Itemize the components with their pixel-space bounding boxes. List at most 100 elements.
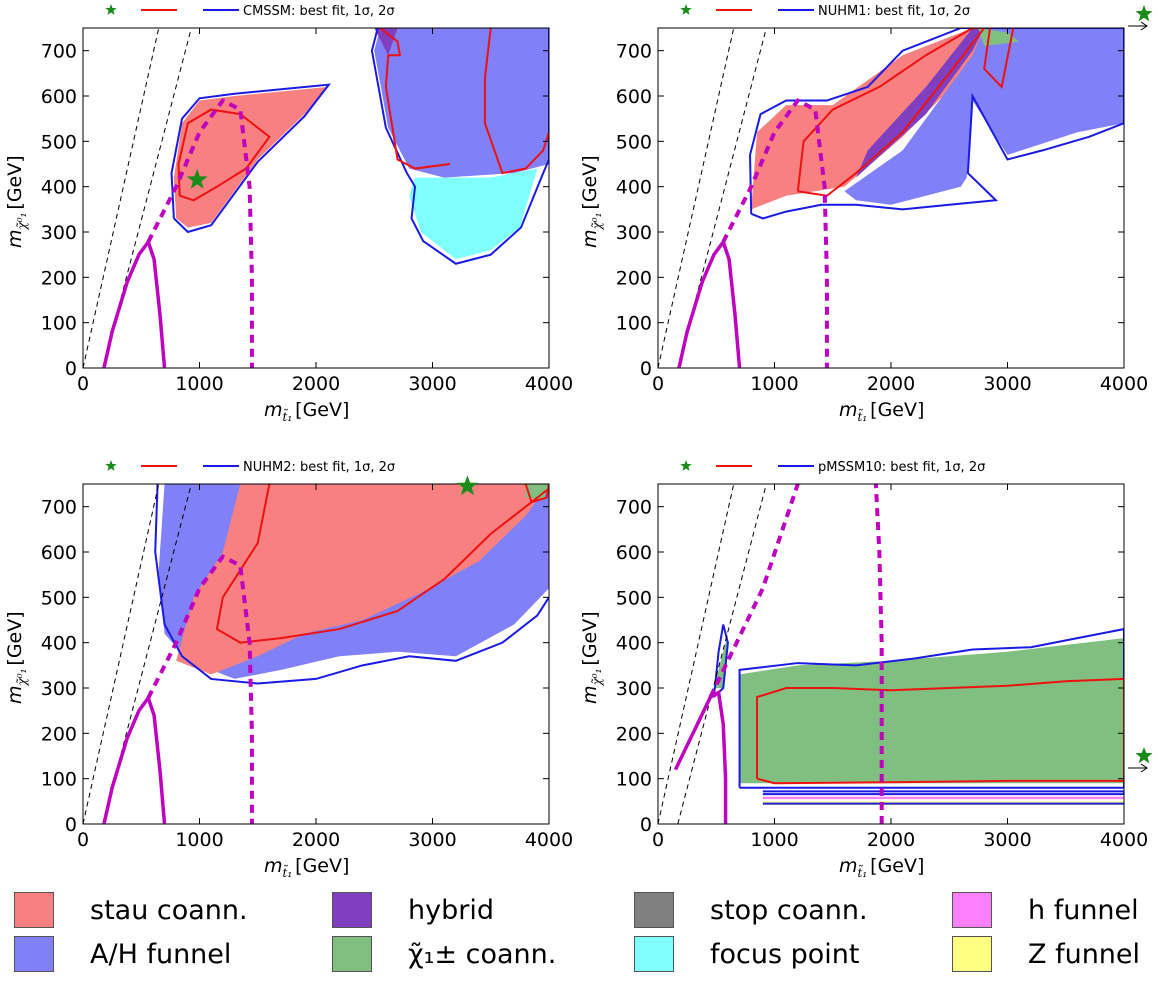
exclusion-solid [102,238,167,368]
y-tick-label: 400 [41,633,77,655]
best-fit-star [186,168,208,189]
y-tick-label: 100 [616,769,652,791]
legend-swatch [952,936,992,972]
legend-label: A/H funnel [90,938,232,970]
contour-1sigma [796,28,986,197]
y-axis-label-symbol: m [579,685,601,704]
x-axis-label: mt̃₁ [GeV] [839,855,924,880]
y-tick-label: 400 [41,177,77,199]
y-tick-label: 300 [616,678,652,700]
y-tick-label: 700 [616,41,652,63]
x-axis-label-sub: t̃₁ [858,864,868,880]
plot-area [83,484,549,824]
kinematic-boundary-line [83,28,160,368]
x-axis-label: mt̃₁ [GeV] [264,855,349,880]
y-axis-label-sub: χ̃⁰₁ [15,213,29,231]
contour-1sigma [215,484,549,644]
x-axis-label-unit: [GeV] [295,399,349,421]
x-tick-label: 1000 [750,373,798,395]
kinematic-boundary-line [658,484,735,824]
y-tick-label: 0 [65,358,77,380]
legend-focus-point: focus point [634,932,860,976]
legend-h-funnel: h funnel [952,888,1139,932]
contour-2sigma [738,628,1124,789]
y-tick-label: 200 [41,267,77,289]
legend-swatch [332,936,372,972]
kinematic-boundary-line [658,28,735,368]
x-tick-label: 4000 [525,373,573,395]
contour-2sigma [170,83,332,234]
x-tick-label: 2000 [292,373,340,395]
legend-hybrid: hybrid [332,888,494,932]
y-tick-label: 600 [41,542,77,564]
offplot-arrow [1128,21,1148,31]
region------coann- [739,638,1124,784]
region-h-funnel [762,796,1124,800]
x-axis-label-symbol: m [264,399,283,421]
x-axis-label-sub: t̃₁ [283,408,293,424]
contour-1sigma [483,28,549,175]
legend-label: focus point [710,938,860,970]
y-tick-label: 500 [41,587,77,609]
exclusion-solid [673,689,728,824]
panel-nuhm1: 0 1000 2000 3000 4000 0 100 200 300 400 500 600 700 m… [579,4,1148,424]
x-tick-label: 0 [77,373,89,395]
legend-text: pMSSM10: best fit, 1σ, 2σ [818,460,985,475]
y-tick-label: 600 [41,86,77,108]
legend-text: NUHM1: best fit, 1σ, 2σ [818,4,970,19]
x-tick-label: 1000 [175,829,223,851]
exclusion-dashed [721,97,829,368]
legend-swatch [634,936,674,972]
y-tick-label: 0 [640,358,652,380]
panel-pmssm10: 0 1000 2000 3000 4000 0 100 200 300 400 500 600 700 m… [579,460,1148,880]
kinematic-boundary-line [83,484,160,824]
contour-2sigma [749,28,1124,220]
panel-nuhm2: 0 1000 2000 3000 4000 0 100 200 300 400 500 600 700 m… [4,460,573,880]
y-axis-label: mχ̃⁰₁ [GeV] [4,611,29,704]
figure: 0 1000 2000 3000 40000100200300400500600700m… [4,4,1153,880]
plot-area [658,28,1124,368]
x-tick-label: 0 [77,829,89,851]
x-axis-label-sub: t̃₁ [858,408,868,424]
legend-text: NUHM2: best fit, 1σ, 2σ [243,460,395,475]
best-fit-star [456,475,478,496]
x-tick-label: 2000 [867,829,915,851]
y-tick-label: 100 [41,313,77,335]
region-stau-coann- [751,28,996,210]
legend-swatch [634,892,674,928]
legend-swatch [14,892,54,928]
y-tick-label: 200 [616,723,652,745]
y-axis-label-unit: [GeV] [4,155,26,209]
x-axis-label-unit: [GeV] [870,399,924,421]
y-tick-label: 500 [616,131,652,153]
y-axis-label-unit: [GeV] [4,611,26,665]
y-tick-label: 100 [616,313,652,335]
x-tick-label: 4000 [1100,373,1148,395]
x-axis-label-symbol: m [839,855,858,877]
y-axis-label-sub: χ̃⁰₁ [15,669,29,687]
legend-label: hybrid [408,894,494,926]
legend-swatch [14,936,54,972]
legend-text: CMSSM: best fit, 1σ, 2σ [243,4,395,19]
contour-2sigma [712,624,729,698]
y-tick-label: 600 [616,542,652,564]
legend-best-fit-star [680,4,692,15]
legend-label: stop coann. [710,894,868,926]
y-axis-label: mχ̃⁰₁ [GeV] [579,155,604,248]
legend-swatch [952,892,992,928]
y-axis-label-symbol: m [4,685,26,704]
contour-1sigma [177,108,271,202]
contour-2sigma [762,790,1124,796]
y-axis-label-symbol: m [4,229,26,248]
y-tick-label: 500 [616,587,652,609]
x-axis-label-unit: [GeV] [295,855,349,877]
exclusion-dashed [146,553,254,824]
y-axis-label-unit: [GeV] [579,155,601,209]
legend-best-fit-star [105,460,117,471]
exclusion-dashed [873,484,884,824]
y-tick-label: 200 [41,723,77,745]
x-tick-label: 2000 [867,373,915,395]
y-tick-label: 300 [41,222,77,244]
legend-swatch [332,892,372,928]
y-tick-label: 700 [41,41,77,63]
